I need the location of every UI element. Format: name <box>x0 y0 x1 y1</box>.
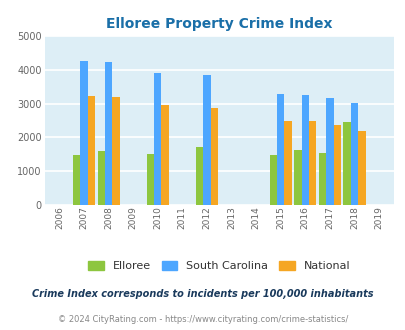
Title: Elloree Property Crime Index: Elloree Property Crime Index <box>106 17 332 31</box>
Text: © 2024 CityRating.com - https://www.cityrating.com/crime-statistics/: © 2024 CityRating.com - https://www.city… <box>58 315 347 324</box>
Bar <box>318 153 325 205</box>
Bar <box>154 73 161 205</box>
Bar <box>104 62 112 205</box>
Bar <box>87 96 95 205</box>
Bar <box>80 61 87 205</box>
Bar <box>333 125 340 205</box>
Bar <box>343 122 350 205</box>
Bar <box>146 154 154 205</box>
Bar <box>112 97 119 205</box>
Bar <box>325 98 333 205</box>
Legend: Elloree, South Carolina, National: Elloree, South Carolina, National <box>88 261 350 271</box>
Bar <box>269 155 276 205</box>
Bar <box>301 95 308 205</box>
Bar <box>210 108 217 205</box>
Bar <box>195 147 203 205</box>
Bar <box>203 75 210 205</box>
Bar <box>97 151 104 205</box>
Bar <box>294 150 301 205</box>
Text: Crime Index corresponds to incidents per 100,000 inhabitants: Crime Index corresponds to incidents per… <box>32 289 373 299</box>
Bar <box>308 121 315 205</box>
Bar <box>73 155 80 205</box>
Bar <box>284 121 291 205</box>
Bar <box>350 103 357 205</box>
Bar <box>357 131 364 205</box>
Bar <box>161 105 168 205</box>
Bar <box>276 94 284 205</box>
